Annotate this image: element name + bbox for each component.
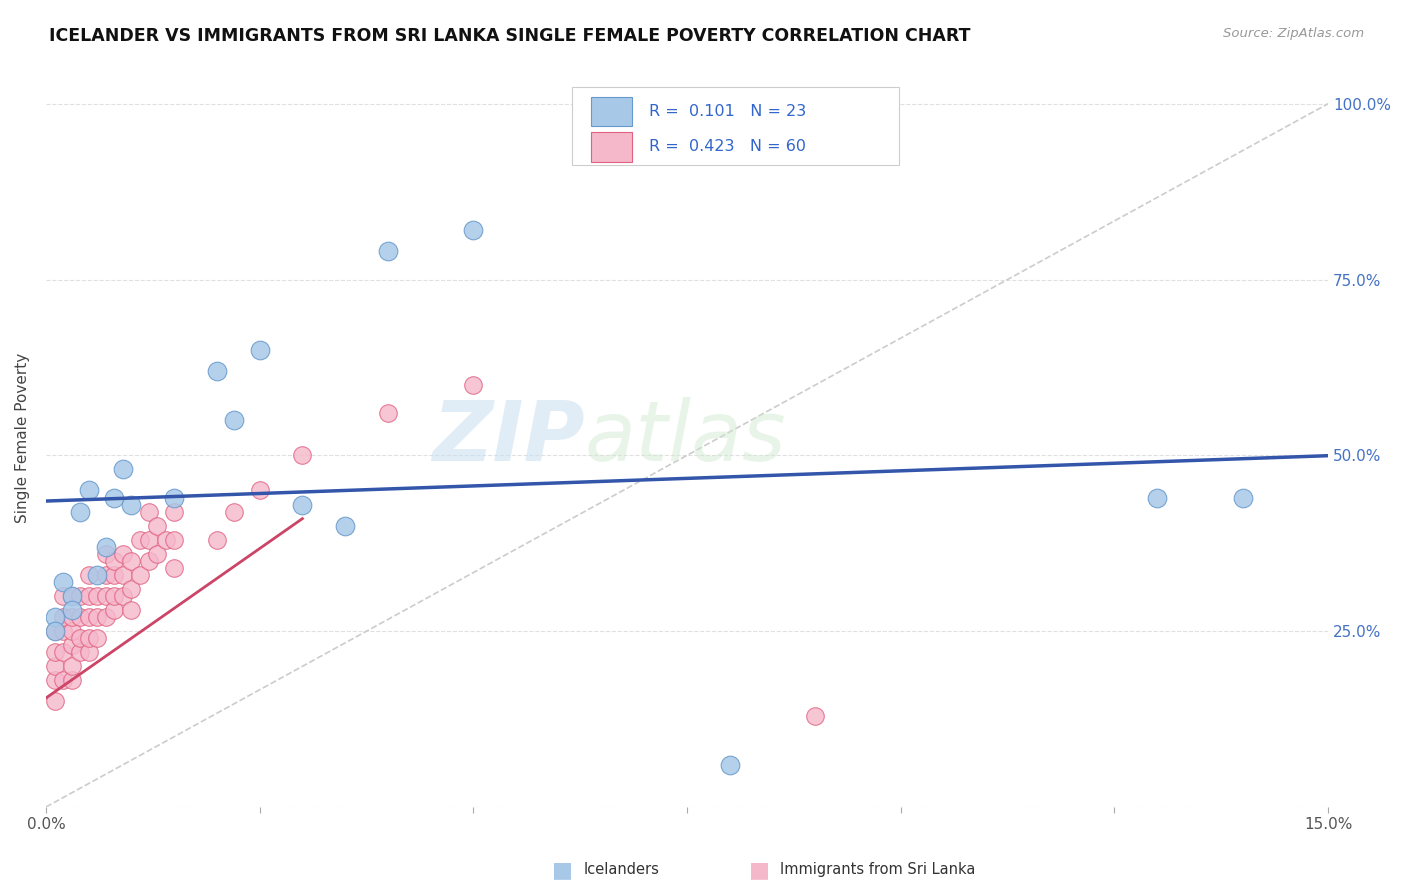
Point — [60, 589, 83, 603]
Point — [69, 645, 91, 659]
Point — [120, 498, 142, 512]
FancyBboxPatch shape — [591, 132, 631, 161]
Text: ICELANDER VS IMMIGRANTS FROM SRI LANKA SINGLE FEMALE POVERTY CORRELATION CHART: ICELANDER VS IMMIGRANTS FROM SRI LANKA S… — [49, 27, 970, 45]
Point — [44, 624, 66, 639]
Point — [60, 673, 83, 688]
Point — [52, 673, 75, 688]
Text: Source: ZipAtlas.com: Source: ZipAtlas.com — [1223, 27, 1364, 40]
Y-axis label: Single Female Poverty: Single Female Poverty — [15, 352, 30, 523]
Point — [129, 568, 152, 582]
Point — [44, 610, 66, 624]
Point — [120, 603, 142, 617]
Text: atlas: atlas — [585, 397, 786, 478]
Point — [94, 568, 117, 582]
Point — [138, 533, 160, 547]
Point — [86, 568, 108, 582]
Point — [94, 610, 117, 624]
Point — [111, 589, 134, 603]
Point — [129, 533, 152, 547]
Text: ZIP: ZIP — [432, 397, 585, 478]
Text: ■: ■ — [553, 860, 572, 880]
Point — [291, 448, 314, 462]
Point — [52, 574, 75, 589]
Text: ■: ■ — [749, 860, 769, 880]
Point — [377, 244, 399, 259]
Point — [111, 462, 134, 476]
Text: R =  0.423   N = 60: R = 0.423 N = 60 — [648, 139, 806, 154]
Point — [77, 589, 100, 603]
Point — [291, 498, 314, 512]
Point — [138, 505, 160, 519]
Point — [44, 673, 66, 688]
Point — [163, 533, 186, 547]
Point — [155, 533, 177, 547]
Point — [94, 589, 117, 603]
Point — [111, 547, 134, 561]
Point — [120, 582, 142, 596]
Point — [146, 547, 169, 561]
Point — [249, 483, 271, 498]
Point — [77, 631, 100, 645]
Point — [103, 603, 125, 617]
Point — [77, 568, 100, 582]
Point — [60, 638, 83, 652]
Point — [69, 505, 91, 519]
FancyBboxPatch shape — [572, 87, 898, 164]
Point — [52, 589, 75, 603]
Point — [60, 589, 83, 603]
Point — [44, 694, 66, 708]
Point — [44, 624, 66, 639]
Text: R =  0.101   N = 23: R = 0.101 N = 23 — [648, 104, 806, 120]
Point — [69, 589, 91, 603]
Text: Immigrants from Sri Lanka: Immigrants from Sri Lanka — [780, 863, 976, 877]
Point — [377, 406, 399, 420]
Point — [804, 708, 827, 723]
Point — [77, 645, 100, 659]
Point — [94, 547, 117, 561]
Point — [69, 610, 91, 624]
Point — [463, 378, 485, 392]
Point — [1232, 491, 1254, 505]
Point — [138, 554, 160, 568]
Point — [222, 505, 245, 519]
Point — [103, 568, 125, 582]
Point — [77, 483, 100, 498]
Point — [86, 589, 108, 603]
Point — [86, 610, 108, 624]
Point — [94, 540, 117, 554]
Point — [1146, 491, 1168, 505]
Point — [205, 533, 228, 547]
Point — [120, 554, 142, 568]
Point — [718, 757, 741, 772]
Point — [77, 610, 100, 624]
Point — [222, 413, 245, 427]
Point — [163, 491, 186, 505]
Point — [463, 223, 485, 237]
Point — [60, 624, 83, 639]
Point — [103, 589, 125, 603]
Point — [103, 554, 125, 568]
Point — [163, 561, 186, 575]
Point — [103, 491, 125, 505]
Point — [146, 518, 169, 533]
Point — [163, 505, 186, 519]
Point — [69, 631, 91, 645]
Point — [52, 610, 75, 624]
Point — [52, 645, 75, 659]
Point — [111, 568, 134, 582]
Point — [205, 364, 228, 378]
FancyBboxPatch shape — [591, 97, 631, 127]
Point — [52, 624, 75, 639]
Point — [60, 659, 83, 673]
Point — [60, 610, 83, 624]
Point — [60, 603, 83, 617]
Point — [44, 659, 66, 673]
Point — [86, 631, 108, 645]
Point — [249, 343, 271, 357]
Point — [333, 518, 356, 533]
Text: Icelanders: Icelanders — [583, 863, 659, 877]
Point — [44, 645, 66, 659]
